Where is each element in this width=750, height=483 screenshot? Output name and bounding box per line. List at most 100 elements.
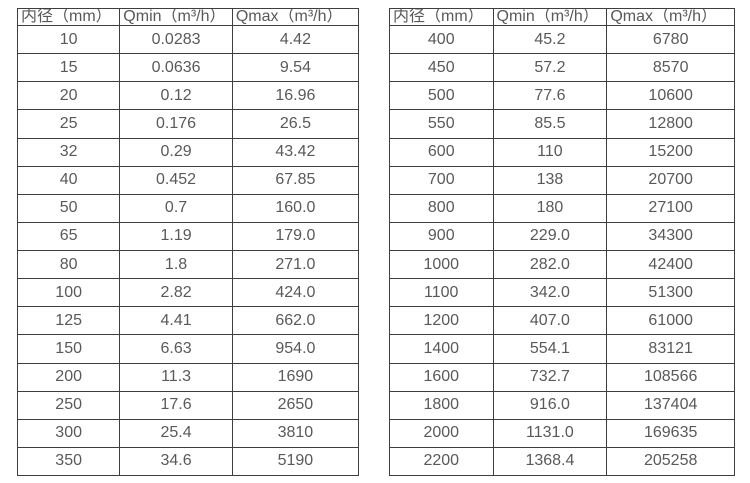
table-cell: 0.12	[119, 81, 233, 111]
table-cell: 43.42	[231, 137, 360, 167]
table-cell: 1100	[389, 278, 494, 308]
table-cell: 61000	[606, 306, 735, 336]
table-cell: 50	[16, 193, 121, 223]
table-cell: 65	[16, 221, 121, 252]
table-cell: 2200	[389, 446, 494, 477]
table-cell: 27100	[606, 193, 735, 223]
table-cell: 169635	[606, 418, 735, 448]
table-cell: 424.0	[231, 278, 360, 308]
table-row: 350 34.6 5190	[16, 446, 360, 477]
table-cell: 500	[389, 81, 494, 111]
table-row: 1800 916.0 137404	[389, 390, 735, 420]
table-cell: 26.5	[231, 109, 360, 139]
table-row: 2200 1368.4 205258	[389, 446, 735, 477]
flow-spec-table-large-diameters: 内径（mm） Qmin（m³/h） Qmax（m³/h） 400 45.2 6780 45…	[389, 8, 735, 477]
table-cell: 916.0	[492, 390, 608, 420]
table-row: 1200 407.0 61000	[389, 306, 735, 336]
table-cell: 6.63	[119, 334, 233, 364]
table-cell: 1400	[389, 334, 494, 364]
table-cell: 282.0	[492, 249, 608, 280]
table-row: 500 77.6 10600	[389, 81, 735, 111]
column-header: Qmax（m³/h）	[606, 8, 735, 26]
table-cell: 138	[492, 165, 608, 195]
table-cell: 1368.4	[492, 446, 608, 477]
table-cell: 77.6	[492, 81, 608, 111]
table-row: 125 4.41 662.0	[16, 306, 360, 336]
table-header: 内径（mm） Qmin（m³/h） Qmax（m³/h）	[389, 8, 735, 26]
table-cell: 25	[16, 109, 121, 139]
table-row: 150 6.63 954.0	[16, 334, 360, 364]
table-row: 1000 282.0 42400	[389, 249, 735, 280]
table-cell: 16.96	[231, 81, 360, 111]
table-cell: 0.452	[119, 165, 233, 195]
table-cell: 2000	[389, 418, 494, 448]
table-cell: 12800	[606, 109, 735, 139]
table-cell: 3810	[231, 418, 360, 448]
table-row: 250 17.6 2650	[16, 390, 360, 420]
table-cell: 1600	[389, 362, 494, 392]
table-cell: 1131.0	[492, 418, 608, 448]
table-cell: 9.54	[231, 53, 360, 83]
table-cell: 85.5	[492, 109, 608, 139]
table-cell: 350	[16, 446, 121, 477]
table-cell: 1800	[389, 390, 494, 420]
table-cell: 554.1	[492, 334, 608, 364]
table-body: 400 45.2 6780 450 57.2 8570 500 77.6 10600 550 85.…	[389, 24, 735, 477]
table-row: 800 180 27100	[389, 193, 735, 223]
table-cell: 15200	[606, 137, 735, 167]
table-cell: 271.0	[231, 249, 360, 280]
table-cell: 179.0	[231, 221, 360, 252]
column-header: Qmax（m³/h）	[231, 8, 360, 26]
table-cell: 137404	[606, 390, 735, 420]
table-cell: 25.4	[119, 418, 233, 448]
table-cell: 150	[16, 334, 121, 364]
table-cell: 0.7	[119, 193, 233, 223]
table-cell: 450	[389, 53, 494, 83]
table-cell: 5190	[231, 446, 360, 477]
header-row: 内径（mm） Qmin（m³/h） Qmax（m³/h）	[16, 8, 360, 26]
table-row: 1100 342.0 51300	[389, 278, 735, 308]
table-cell: 250	[16, 390, 121, 420]
table-cell: 17.6	[119, 390, 233, 420]
table-cell: 40	[16, 165, 121, 195]
table-cell: 900	[389, 221, 494, 252]
header-row: 内径（mm） Qmin（m³/h） Qmax（m³/h）	[389, 8, 735, 26]
table-row: 65 1.19 179.0	[16, 221, 360, 252]
table-cell: 400	[389, 24, 494, 55]
table-cell: 342.0	[492, 278, 608, 308]
table-cell: 42400	[606, 249, 735, 280]
table-cell: 20	[16, 81, 121, 111]
table-row: 600 110 15200	[389, 137, 735, 167]
table-row: 400 45.2 6780	[389, 24, 735, 55]
table-cell: 45.2	[492, 24, 608, 55]
table-cell: 1200	[389, 306, 494, 336]
table-cell: 205258	[606, 446, 735, 477]
column-header: Qmin（m³/h）	[119, 8, 233, 26]
table-body: 10 0.0283 4.42 15 0.0636 9.54 20 0.12 16.96 25 0.1…	[16, 24, 360, 477]
table-cell: 100	[16, 278, 121, 308]
table-cell: 4.41	[119, 306, 233, 336]
table-cell: 34.6	[119, 446, 233, 477]
table-cell: 110	[492, 137, 608, 167]
table-row: 900 229.0 34300	[389, 221, 735, 252]
table-cell: 34300	[606, 221, 735, 252]
table-row: 80 1.8 271.0	[16, 249, 360, 280]
table-row: 550 85.5 12800	[389, 109, 735, 139]
table-cell: 732.7	[492, 362, 608, 392]
table-cell: 1.8	[119, 249, 233, 280]
table-cell: 67.85	[231, 165, 360, 195]
table-cell: 954.0	[231, 334, 360, 364]
table-cell: 15	[16, 53, 121, 83]
table-cell: 83121	[606, 334, 735, 364]
table-cell: 2650	[231, 390, 360, 420]
table-cell: 0.0636	[119, 53, 233, 83]
table-cell: 125	[16, 306, 121, 336]
table-row: 20 0.12 16.96	[16, 81, 360, 111]
table-cell: 6780	[606, 24, 735, 55]
table-row: 50 0.7 160.0	[16, 193, 360, 223]
table-row: 200 11.3 1690	[16, 362, 360, 392]
table-cell: 800	[389, 193, 494, 223]
flow-spec-table-small-diameters: 内径（mm） Qmin（m³/h） Qmax（m³/h） 10 0.0283 4.42 1…	[16, 8, 360, 477]
table-cell: 1000	[389, 249, 494, 280]
